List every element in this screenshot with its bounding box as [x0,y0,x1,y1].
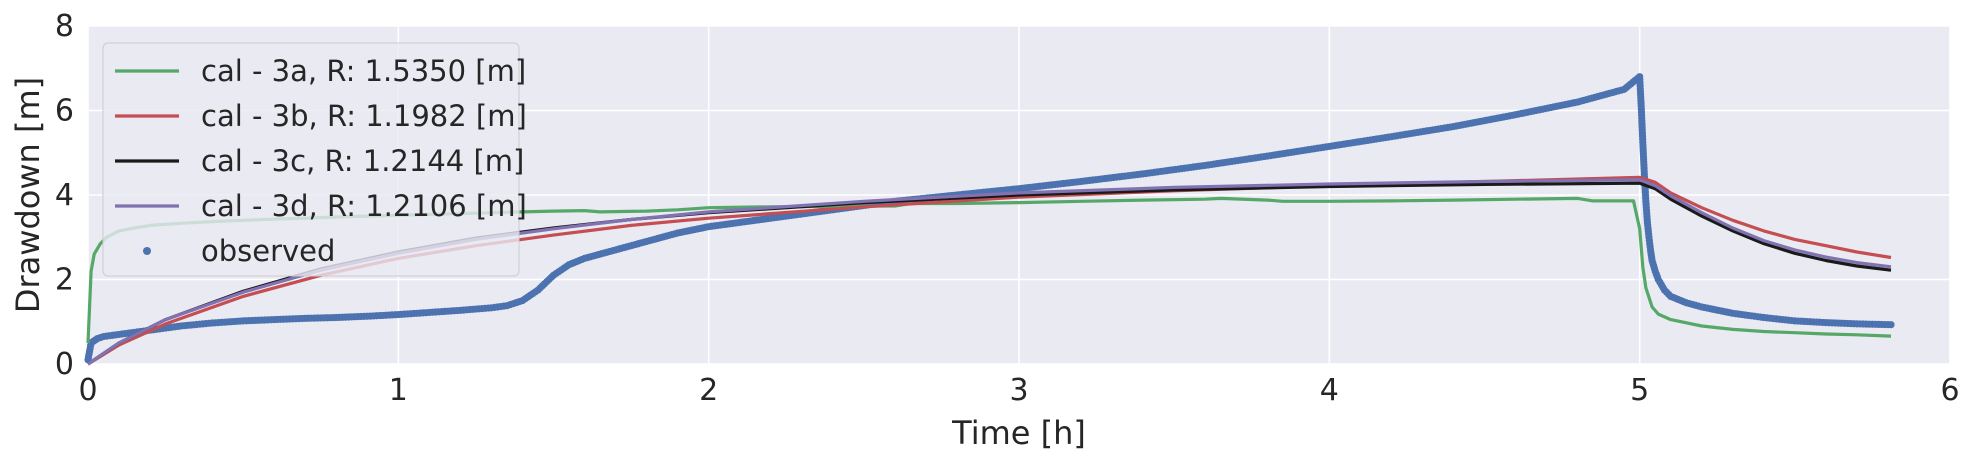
x-tick-label: 2 [699,373,718,408]
legend [102,42,520,277]
legend-entry-label: cal - 3b, R: 1.1982 [m] [201,99,527,133]
x-axis-label: Time [h] [951,414,1086,452]
legend-entry-label: cal - 3a, R: 1.5350 [m] [201,54,526,88]
x-tick-label: 5 [1630,373,1649,408]
y-tick-label: 8 [55,9,74,44]
y-tick-label: 6 [55,94,74,129]
observed-point [1887,321,1895,329]
x-tick-label: 3 [1009,373,1028,408]
x-tick-label: 6 [1940,373,1959,408]
y-axis-label: Drawdown [m] [9,77,47,313]
x-tick-label: 0 [78,373,97,408]
y-tick-label: 4 [55,178,74,213]
legend-entry-label: cal - 3d, R: 1.2106 [m] [201,189,527,223]
legend-marker [143,247,151,255]
legend-entry-label: observed [201,234,335,268]
x-tick-label: 1 [389,373,408,408]
x-tick-label: 4 [1320,373,1339,408]
y-tick-label: 0 [55,347,74,382]
y-tick-label: 2 [55,263,74,298]
observed-series [84,73,1895,364]
legend-entry-label: cal - 3c, R: 1.2144 [m] [201,144,524,178]
